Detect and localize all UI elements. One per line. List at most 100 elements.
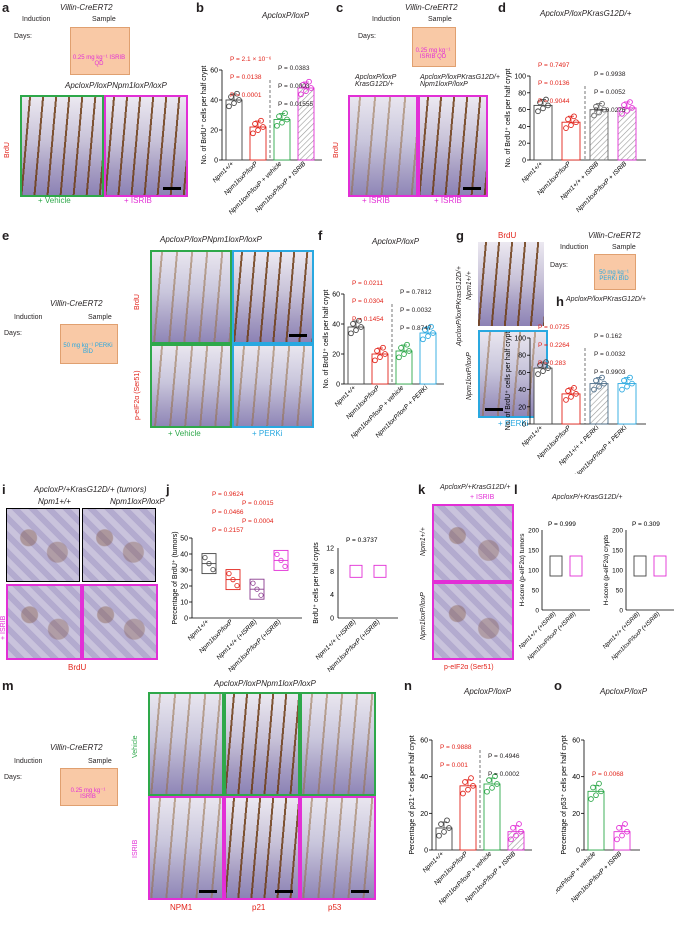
- sample-label-a: Sample: [92, 16, 116, 23]
- p-value: P = 0.0015: [242, 500, 274, 507]
- y-tick-label: 60: [210, 68, 218, 75]
- micrograph-m-p53-vehicle: [300, 692, 376, 796]
- data-point: [274, 551, 280, 558]
- bar: [617, 383, 637, 425]
- data-point: [284, 116, 290, 123]
- y-tick-label: 20: [332, 352, 340, 359]
- treatment-box-g: [594, 254, 636, 290]
- y-axis-label: Percentage of BrdU⁺ (tumors): [172, 531, 179, 624]
- scheme-title-g: Villin-CreERT2: [588, 231, 641, 240]
- p-value: P = 0.162: [594, 333, 622, 340]
- y-tick-label: 20: [180, 584, 188, 591]
- x-tick-label: Npm1+/+: [187, 618, 211, 642]
- data-point: [276, 113, 282, 120]
- p-value: P = 0.01555: [278, 101, 314, 108]
- data-point: [518, 828, 524, 835]
- box: [349, 564, 363, 578]
- p-value: P = 0.309: [632, 521, 660, 528]
- panel-label-i: i: [2, 482, 6, 497]
- stain-label-g: BrdU: [498, 231, 517, 240]
- y-tick-label: 20: [518, 404, 526, 411]
- row-label-m-vehicle: Vehicle: [132, 735, 139, 758]
- p-value: P = 0.9938: [594, 71, 626, 78]
- p-value: P = 0.0383: [278, 65, 310, 72]
- y-tick-label: 200: [528, 528, 539, 535]
- data-point: [563, 397, 569, 403]
- micrograph-m-npm1-vehicle: [148, 692, 224, 796]
- data-point: [303, 88, 309, 95]
- chart-n: 0 20 40 60 Percentage of p21⁺ cells per half…: [409, 735, 532, 906]
- data-point: [404, 341, 410, 348]
- y-tick-label: 60: [420, 738, 428, 745]
- subtitle-k: + ISRIB: [470, 494, 495, 501]
- y-tick-label: 0: [424, 848, 428, 855]
- data-point: [486, 777, 492, 784]
- y-tick-label: 50: [532, 588, 540, 595]
- data-point: [629, 105, 635, 111]
- data-point: [627, 374, 633, 381]
- p-value: P = 0.0003: [278, 83, 310, 90]
- p-value: P = 0.4946: [488, 753, 520, 760]
- p-value: P = 0.0032: [400, 307, 432, 314]
- y-tick-label: 0: [576, 848, 580, 855]
- data-point: [540, 368, 546, 374]
- data-point: [599, 374, 605, 381]
- micrograph-c-left: [348, 95, 418, 197]
- y-tick-label: 0: [214, 158, 218, 165]
- data-point: [621, 102, 627, 108]
- stain-label-c: BrdU: [333, 142, 340, 158]
- sample-label-g: Sample: [612, 244, 636, 251]
- days-label-e: Days:: [4, 330, 22, 337]
- y-tick-label: 60: [332, 292, 340, 299]
- data-point: [510, 824, 516, 831]
- y-axis-label: No. of BrdU⁺ cells per half crypt: [201, 66, 208, 165]
- stain-label-m-npm1: NPM1: [170, 903, 193, 912]
- data-point: [545, 102, 551, 109]
- bar: [589, 383, 609, 425]
- stain-label-e-peif2a: p-eIF2α (Ser51): [134, 370, 141, 420]
- data-point: [508, 836, 514, 843]
- condition-c-left: + ISRIB: [362, 196, 390, 205]
- p-value: P = 0.9624: [212, 491, 244, 498]
- y-axis-label: H-score (p-eIF2α) crypts: [603, 534, 610, 605]
- data-point: [622, 821, 628, 827]
- y-tick-label: 0: [522, 158, 526, 165]
- data-point: [350, 320, 356, 327]
- data-point: [228, 93, 234, 100]
- data-point: [571, 385, 577, 391]
- chart-title-l: ApcloxP/+KrasG12D/+: [552, 494, 623, 501]
- chart-title-h: ApcloxP/loxPKrasG12D/+: [566, 296, 646, 303]
- data-point: [601, 106, 607, 113]
- data-point: [573, 119, 579, 126]
- micrograph-k-ko: [432, 582, 514, 660]
- bar: [613, 831, 631, 851]
- data-point: [234, 90, 240, 97]
- y-tick-label: 100: [612, 568, 623, 575]
- data-point: [300, 81, 306, 88]
- y-tick-label: 40: [332, 322, 340, 329]
- p-value: P = 0.7497: [538, 62, 570, 69]
- y-tick-label: 80: [518, 90, 526, 97]
- panel-label-h: h: [556, 294, 564, 309]
- bar: [533, 367, 553, 425]
- data-point: [348, 330, 354, 337]
- x-tick-label: Npm1loxP/loxP + ISRIB: [464, 850, 518, 904]
- y-tick-label: 50: [616, 588, 624, 595]
- micrograph-m-p53-isrib: [300, 796, 376, 900]
- data-point: [372, 357, 378, 364]
- data-point: [627, 99, 633, 105]
- data-point: [591, 112, 597, 119]
- p-value: P = 0.0001: [230, 92, 262, 99]
- panel-label-m: m: [2, 678, 14, 693]
- y-tick-label: 40: [210, 98, 218, 105]
- data-point: [278, 557, 284, 564]
- chart-title-f: ApcloxP/loxP: [372, 237, 420, 246]
- data-point: [226, 103, 232, 110]
- chart-title-n: ApcloxP/loxP: [464, 687, 512, 696]
- box: [633, 555, 647, 577]
- p-value: P = 0.283: [538, 360, 566, 367]
- y-tick-label: 12: [326, 546, 334, 553]
- data-point: [543, 359, 549, 365]
- data-point: [545, 365, 551, 371]
